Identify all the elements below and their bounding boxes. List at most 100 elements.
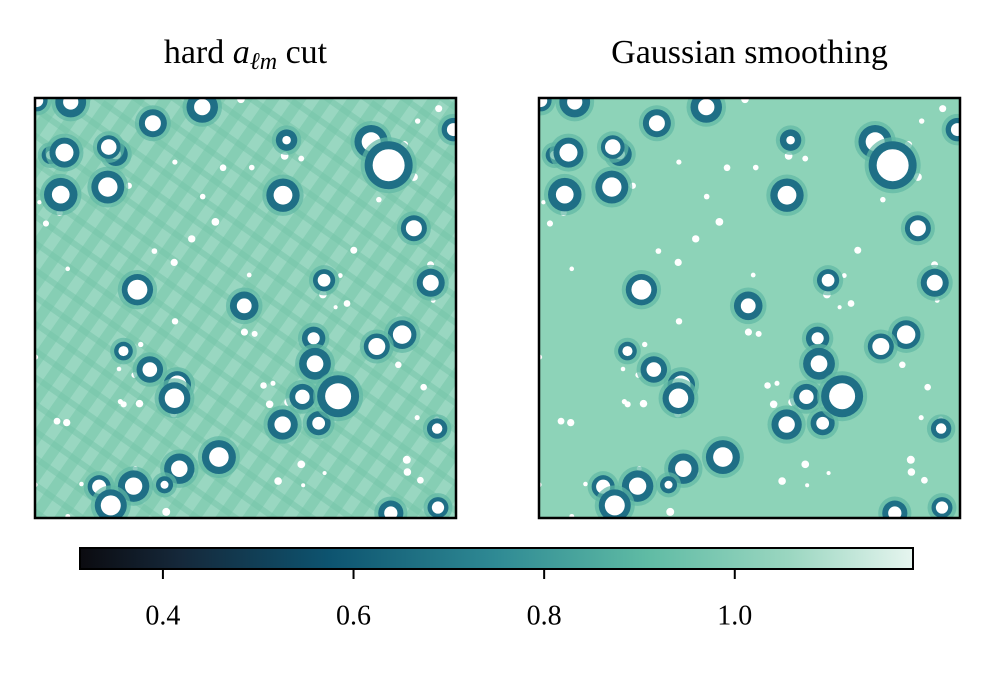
masked-hole (100, 139, 117, 155)
masked-hole (876, 149, 909, 182)
masked-hole (172, 159, 178, 165)
masked-hole (555, 185, 574, 204)
masked-hole (755, 330, 762, 337)
masked-hole (124, 477, 143, 495)
masked-hole (322, 470, 327, 476)
masked-hole (171, 460, 188, 477)
masked-hole (138, 341, 144, 348)
masked-hole (880, 196, 886, 203)
masked-hole (405, 220, 422, 237)
colorbar: 0.4 0.6 0.8 1.0 (79, 547, 914, 631)
masked-hole (301, 483, 306, 488)
masked-hole (777, 185, 797, 205)
masked-hole (171, 318, 179, 325)
masked-hole (240, 328, 248, 336)
masked-hole (55, 143, 74, 162)
title-part: cut (277, 34, 328, 71)
masked-hole (219, 164, 227, 172)
masked-hole (713, 447, 733, 467)
masked-hole (668, 388, 689, 408)
panel-frame (33, 96, 458, 520)
masked-hole (802, 155, 809, 162)
panels: hard aℓm cut Gaussian smoothing (33, 34, 962, 520)
masked-hole (251, 330, 258, 337)
masked-hole (752, 164, 759, 171)
masked-hole (907, 468, 916, 476)
masked-hole (628, 477, 647, 495)
colorbar-tick-label: 0.6 (336, 600, 371, 631)
masked-hole (199, 193, 206, 200)
masked-hole (414, 415, 420, 421)
masked-hole (924, 383, 931, 391)
masked-hole (211, 217, 220, 226)
masked-hole (906, 455, 915, 464)
masked-hole (417, 476, 424, 484)
masked-hole (674, 258, 682, 266)
masked-hole (295, 389, 310, 405)
masked-hole (392, 325, 412, 344)
masked-hole (118, 346, 129, 357)
masked-hole (236, 298, 252, 314)
masked-hole (567, 98, 583, 110)
masked-hole (778, 416, 795, 433)
masked-hole (37, 200, 42, 205)
masked-hole (786, 135, 795, 145)
masked-hole (847, 300, 855, 307)
masked-hole (368, 337, 386, 355)
masked-hole (127, 279, 148, 300)
masked-hole (841, 273, 847, 278)
masked-hole (420, 383, 427, 391)
masked-hole (741, 98, 749, 104)
panel (35, 98, 456, 518)
masked-hole (557, 417, 565, 425)
masked-hole (116, 366, 122, 372)
masked-hole (764, 382, 771, 389)
masked-hole (805, 483, 810, 488)
masked-hole (939, 105, 947, 113)
masked-hole (935, 423, 947, 434)
masked-hole (164, 388, 185, 408)
title-part: hard (164, 34, 233, 71)
masked-hole (750, 272, 756, 278)
masked-hole (811, 332, 824, 345)
masked-hole (648, 115, 665, 132)
masked-hole (675, 460, 692, 477)
masked-hole (723, 164, 731, 172)
colorbar-tick-label: 1.0 (717, 600, 752, 631)
masked-hole (317, 273, 331, 287)
masked-hole (325, 383, 352, 410)
masked-hole (622, 346, 633, 357)
masked-hole (816, 416, 830, 430)
masked-hole (703, 193, 710, 200)
masked-hole (559, 143, 578, 162)
panel (539, 98, 960, 518)
masked-hole (899, 361, 906, 369)
masked-hole (98, 177, 118, 197)
masked-hole (274, 477, 282, 485)
masked-hole (950, 123, 960, 137)
masked-hole (829, 383, 856, 410)
masked-hole (837, 305, 842, 310)
masked-hole (144, 115, 161, 132)
masked-hole (402, 455, 411, 464)
panel-title: Gaussian smoothing (611, 34, 888, 71)
masked-hole (246, 272, 252, 278)
masked-hole (926, 274, 943, 291)
masked-hole (639, 399, 648, 408)
masked-hole (298, 155, 305, 162)
masked-hole (337, 273, 343, 278)
masked-hole (569, 266, 575, 272)
masked-hole (583, 481, 588, 487)
masked-hole (333, 305, 338, 310)
masked-hole (117, 399, 123, 405)
masked-hole (567, 418, 575, 427)
masked-hole (431, 423, 443, 434)
masked-hole (79, 481, 84, 487)
masked-hole (274, 416, 291, 433)
masked-hole (307, 332, 320, 345)
masked-hole (151, 248, 158, 254)
masked-hole (194, 98, 211, 116)
masked-hole (170, 258, 178, 266)
masked-hole (237, 98, 245, 104)
